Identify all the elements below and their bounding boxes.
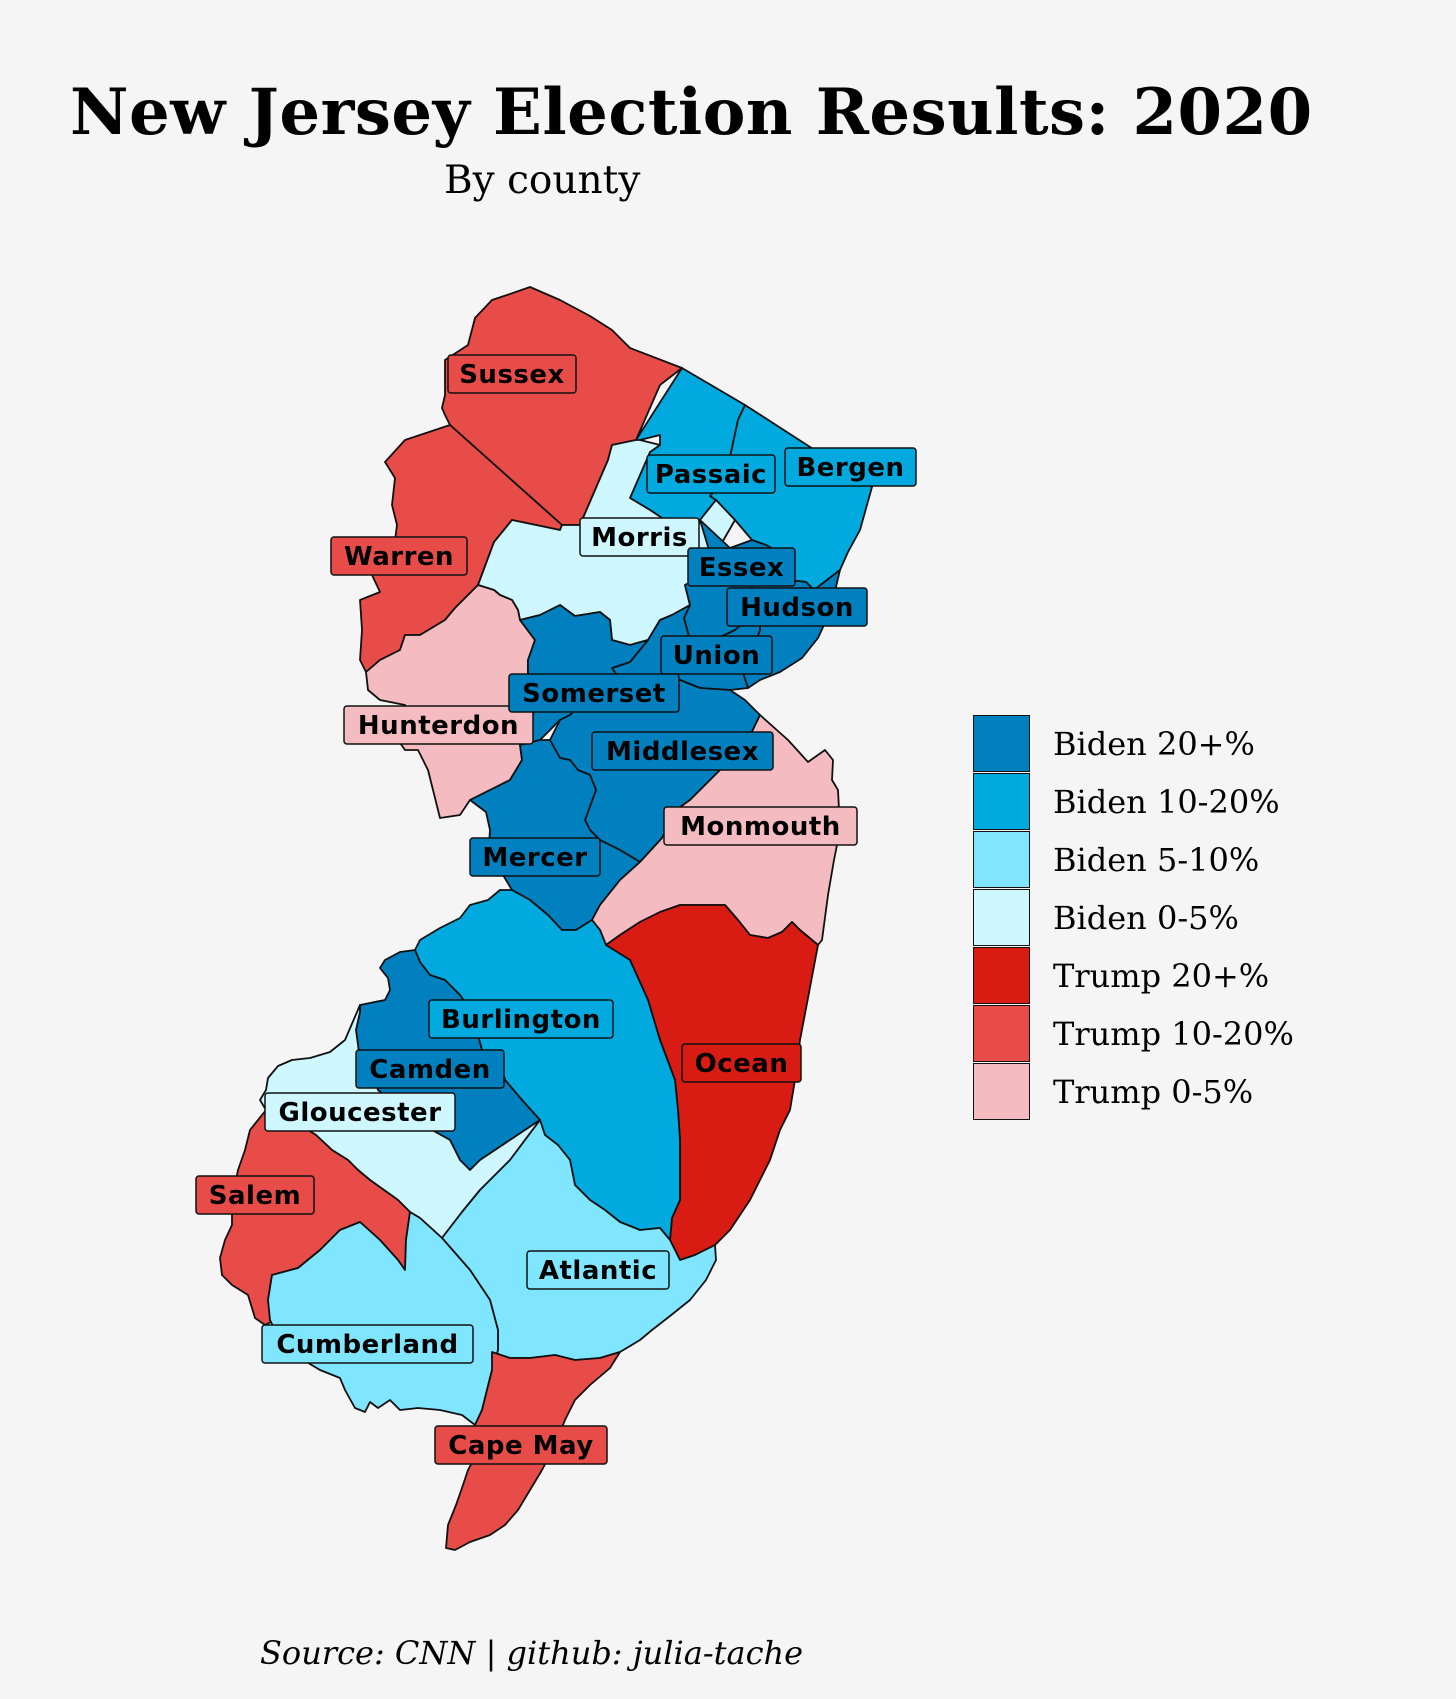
county-label-box <box>330 536 468 576</box>
county-label-text: Middlesex <box>606 737 759 767</box>
county-label-box <box>660 635 773 675</box>
county-label-box <box>681 1043 802 1083</box>
legend-swatch <box>973 1063 1030 1120</box>
county-label-box <box>355 1049 505 1089</box>
county-label-box <box>508 673 680 713</box>
map-title: New Jersey Election Results: 2020 <box>70 75 1313 150</box>
county-label-text: Passaic <box>655 460 767 490</box>
county-label-text: Hunterdon <box>358 711 519 741</box>
legend-item: Biden 10-20% <box>973 773 1353 831</box>
county-label-box <box>469 837 601 877</box>
county-label-sussex: Sussex <box>447 354 577 394</box>
county-label-box <box>447 354 577 394</box>
county-label-box <box>195 1175 315 1215</box>
county-label-passaic: Passaic <box>646 454 776 494</box>
county-label-box <box>646 454 776 494</box>
county-label-text: Hudson <box>740 593 854 623</box>
county-label-box <box>591 731 774 771</box>
county-label-text: Atlantic <box>539 1256 657 1286</box>
legend-item: Trump 0-5% <box>973 1063 1353 1121</box>
county-label-text: Bergen <box>796 453 904 483</box>
county-label-box <box>526 1250 670 1290</box>
county-cumberland <box>267 1211 499 1426</box>
county-label-box <box>434 1425 608 1465</box>
county-label-middlesex: Middlesex <box>591 731 774 771</box>
county-label-camden: Camden <box>355 1049 505 1089</box>
county-label-salem: Salem <box>195 1175 315 1215</box>
county-label-text: Camden <box>369 1055 490 1085</box>
county-label-text: Ocean <box>695 1049 789 1079</box>
county-label-text: Monmouth <box>680 812 841 842</box>
county-label-union: Union <box>660 635 773 675</box>
legend-label: Biden 5-10% <box>1053 841 1260 879</box>
county-label-box <box>579 517 700 557</box>
county-label-box <box>264 1092 456 1132</box>
legend-swatch <box>973 1005 1030 1062</box>
legend-item: Biden 20+% <box>973 715 1353 773</box>
county-label-warren: Warren <box>330 536 468 576</box>
legend-label: Trump 10-20% <box>1053 1015 1294 1053</box>
legend-swatch <box>973 889 1030 946</box>
county-label-box <box>687 547 796 587</box>
legend-swatch <box>973 773 1030 830</box>
county-label-essex: Essex <box>687 547 796 587</box>
county-label-monmouth: Monmouth <box>663 806 858 846</box>
legend-label: Biden 10-20% <box>1053 783 1280 821</box>
legend-label: Trump 20+% <box>1053 957 1270 995</box>
county-label-text: Warren <box>344 542 454 572</box>
map-subtitle: By county <box>444 158 641 203</box>
county-label-hudson: Hudson <box>726 587 868 627</box>
legend-label: Biden 20+% <box>1053 725 1255 763</box>
county-label-box <box>261 1324 474 1364</box>
legend-swatch <box>973 715 1030 772</box>
county-label-text: Essex <box>699 553 785 583</box>
county-label-ocean: Ocean <box>681 1043 802 1083</box>
legend-item: Biden 5-10% <box>973 831 1353 889</box>
county-label-cumberland: Cumberland <box>261 1324 474 1364</box>
county-labels: Sussex Passaic Bergen Warren Morris Essex Huds… <box>195 354 917 1465</box>
county-label-gloucester: Gloucester <box>264 1092 456 1132</box>
legend-item: Trump 20+% <box>973 947 1353 1005</box>
county-label-text: Somerset <box>522 679 666 709</box>
county-label-somerset: Somerset <box>508 673 680 713</box>
county-sussex <box>441 286 683 526</box>
county-label-box <box>726 587 868 627</box>
county-label-box <box>784 447 917 487</box>
legend: Biden 20+% Biden 10-20% Biden 5-10% Biden 0… <box>973 715 1353 1121</box>
legend-swatch <box>973 947 1030 1004</box>
county-label-mercer: Mercer <box>469 837 601 877</box>
legend-swatch <box>973 831 1030 888</box>
county-label-box <box>663 806 858 846</box>
county-label-text: Morris <box>591 523 688 553</box>
county-label-text: Union <box>673 641 760 671</box>
county-label-text: Salem <box>209 1181 301 1211</box>
county-label-bergen: Bergen <box>784 447 917 487</box>
legend-label: Biden 0-5% <box>1053 899 1239 937</box>
county-label-text: Sussex <box>459 360 565 390</box>
county-label-text: Cumberland <box>276 1330 458 1360</box>
county-label-text: Mercer <box>482 843 587 873</box>
county-label-hunterdon: Hunterdon <box>343 705 534 745</box>
legend-label: Trump 0-5% <box>1053 1073 1254 1111</box>
county-label-box <box>343 705 534 745</box>
county-label-morris: Morris <box>579 517 700 557</box>
county-label-text: Burlington <box>441 1005 601 1035</box>
county-label-text: Gloucester <box>278 1098 441 1128</box>
county-label-burlington: Burlington <box>428 999 614 1039</box>
county-label-box <box>428 999 614 1039</box>
source-caption: Source: CNN | github: julia-tache <box>260 1634 804 1672</box>
legend-item: Biden 0-5% <box>973 889 1353 947</box>
legend-item: Trump 10-20% <box>973 1005 1353 1063</box>
county-label-cape-may: Cape May <box>434 1425 608 1465</box>
county-label-atlantic: Atlantic <box>526 1250 670 1290</box>
county-label-text: Cape May <box>448 1431 594 1461</box>
